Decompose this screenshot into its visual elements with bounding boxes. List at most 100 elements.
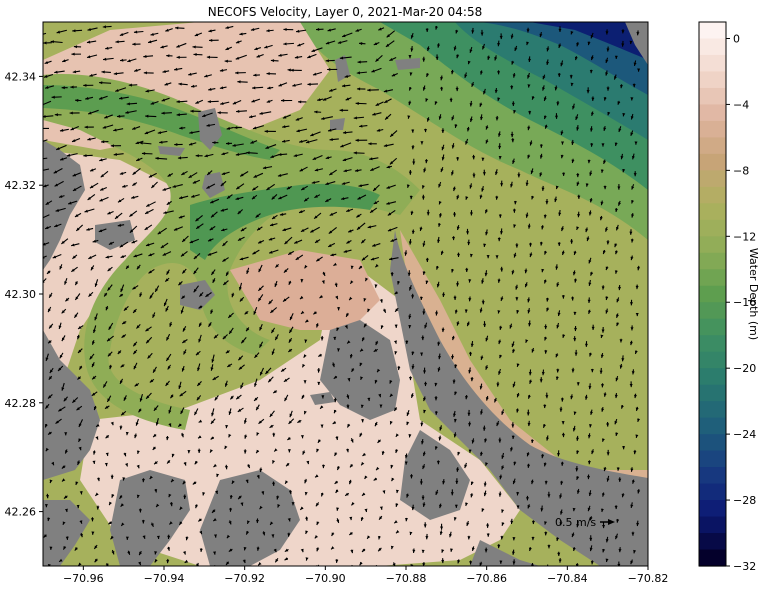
velocity-arrowhead [136,265,141,270]
island-small-5 [330,118,345,130]
velocity-arrowhead [86,227,90,231]
velocity-arrowhead [464,464,468,469]
velocity-arrowhead [479,71,483,75]
velocity-arrowhead [394,291,398,295]
velocity-arrowhead [243,546,247,551]
velocity-arrowhead [44,504,48,508]
velocity-arrowhead [539,242,543,246]
velocity-arrowhead [510,35,514,39]
velocity-arrowhead [531,536,535,541]
velocity-arrowhead [422,452,426,457]
velocity-arrowhead [603,467,607,472]
velocity-arrowhead [512,209,516,213]
velocity-arrowhead [614,142,618,146]
colorbar-band [699,384,726,402]
velocity-arrowhead [515,286,519,290]
velocity-arrowhead [178,385,182,389]
velocity-arrowhead [148,174,153,178]
x-tick-label: −70.86 [466,572,507,585]
velocity-arrowhead [192,481,197,485]
velocity-arrowhead [559,408,563,412]
velocity-arrowhead [525,497,529,501]
velocity-arrowhead [356,87,361,91]
velocity-arrowhead [453,418,457,423]
velocity-arrowhead [105,434,109,439]
velocity-arrowhead [501,509,505,513]
velocity-arrowhead [511,424,515,428]
velocity-arrowhead [576,450,580,454]
velocity-arrowhead [107,267,111,272]
velocity-arrowhead [451,355,455,360]
velocity-arrowhead [211,359,215,363]
velocity-arrowhead [228,433,232,438]
velocity-arrowhead [378,27,382,31]
velocity-arrow [43,100,52,106]
velocity-arrowhead [409,287,412,291]
velocity-arrowhead [108,521,112,525]
velocity-arrowhead [525,182,529,186]
velocity-arrowhead [572,105,576,110]
velocity-arrowhead [633,173,637,177]
velocity-arrowhead [258,287,262,291]
velocity-arrowhead [306,460,310,465]
velocity-arrowhead [104,462,108,467]
velocity-arrowhead [633,450,637,455]
velocity-arrowhead [425,28,429,32]
velocity-arrowhead [182,238,186,242]
velocity-arrowhead [94,558,98,563]
velocity-arrowhead [133,342,137,347]
velocity-arrowhead [362,452,366,456]
velocity-arrowhead [115,40,119,44]
velocity-arrowhead [525,339,529,343]
velocity-arrowhead [234,126,238,130]
velocity-arrowhead [494,171,498,176]
velocity-arrowhead [631,532,635,536]
velocity-arrowhead [406,412,410,416]
velocity-arrowhead [341,84,346,88]
velocity-arrowhead [540,508,544,512]
velocity-arrowhead [344,74,349,78]
velocity-arrowhead [224,465,228,470]
velocity-arrowhead [600,201,604,206]
velocity-arrowhead [75,481,79,485]
velocity-arrowhead [247,520,250,524]
velocity-arrowhead [454,124,458,128]
velocity-arrowhead [526,29,530,33]
colorbar-band [699,318,726,336]
velocity-arrowhead [410,48,414,52]
velocity-arrowhead [45,405,49,409]
velocity-arrowhead [65,450,68,454]
velocity-arrowhead [169,323,173,327]
colorbar-band [699,252,726,270]
velocity-arrowhead [587,461,591,465]
velocity-arrowhead [235,152,240,156]
velocity-arrowhead [85,96,89,100]
velocity-arrowhead [376,466,380,471]
velocity-arrowhead [252,86,256,90]
velocity-arrowhead [121,334,126,338]
velocity-arrowhead [621,30,625,34]
velocity-arrowhead [167,547,170,551]
velocity-arrowhead [374,380,378,384]
velocity-arrowhead [115,215,119,219]
velocity-arrowhead [383,89,388,93]
velocity-arrowhead [590,143,594,147]
velocity-arrowhead [282,298,287,302]
velocity-arrowhead [299,210,303,213]
velocity-arrowhead [424,324,428,329]
velocity-arrowhead [441,328,445,333]
velocity-arrowhead [511,102,515,106]
velocity-arrowhead [44,424,48,428]
velocity-arrowhead [235,197,239,201]
colorbar-tick-label: 0 [733,32,740,45]
velocity-arrowhead [379,506,383,510]
velocity-arrowhead [252,187,256,191]
velocity-arrowhead [240,502,244,506]
velocity-arrowhead [438,200,442,205]
velocity-arrowhead [630,239,634,243]
velocity-arrowhead [90,518,94,522]
velocity-arrowhead [471,30,475,34]
velocity-arrowhead [495,196,499,200]
velocity-arrowhead [345,448,349,453]
velocity-arrowhead [245,479,249,484]
